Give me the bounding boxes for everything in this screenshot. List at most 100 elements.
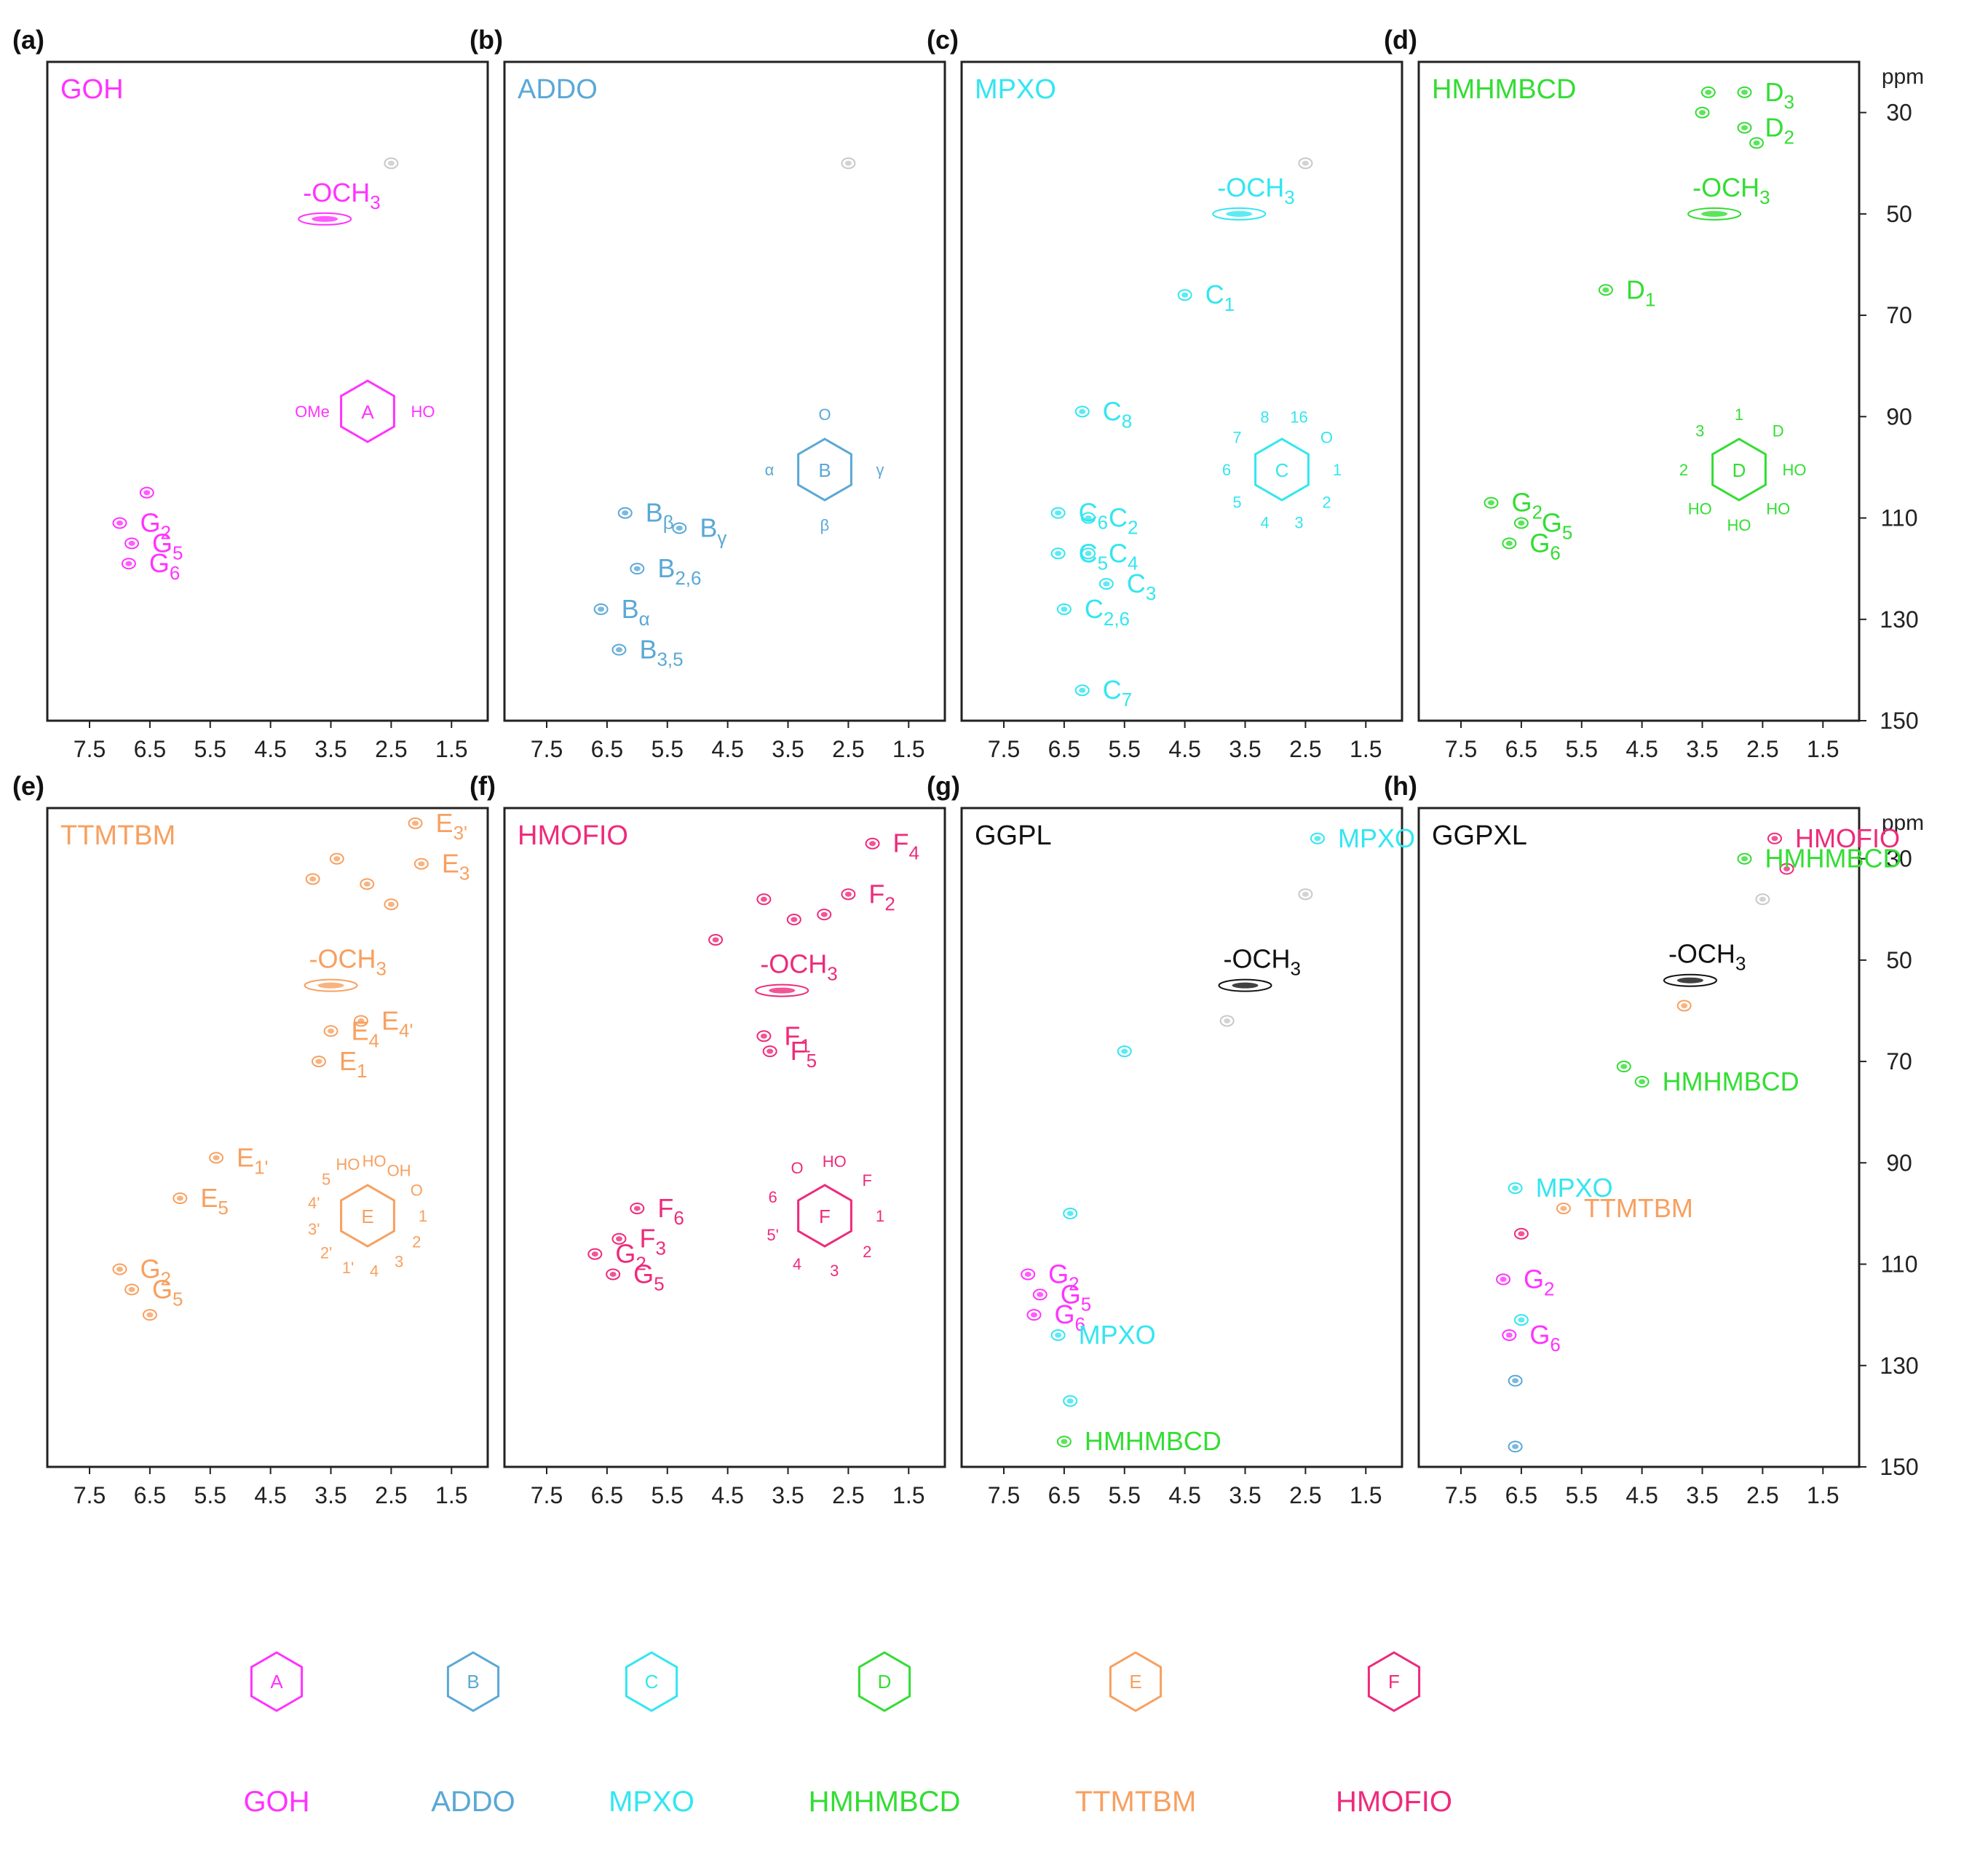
structure-text: 16 [1290, 408, 1307, 427]
peak-label: F3 [639, 1224, 665, 1259]
structure-text: 2 [863, 1243, 871, 1261]
x-tick-label: 6.5 [1048, 1482, 1080, 1508]
panel-frame [1417, 60, 1861, 722]
structure-text: OMe [295, 403, 330, 421]
peak-label: MPXO [1536, 1173, 1613, 1203]
peak-core [1224, 1018, 1231, 1024]
peak-core [633, 1206, 641, 1211]
x-tick-label: 7.5 [988, 736, 1020, 762]
structure-text: 1 [1735, 405, 1743, 424]
peak-core [791, 917, 798, 922]
peak-contour [304, 978, 358, 992]
peak-label: B3,5 [639, 635, 683, 670]
peak-contour [1508, 1374, 1523, 1387]
structure-text: 4 [1260, 513, 1269, 531]
peak-core [844, 160, 852, 166]
panel-letter: (g) [927, 771, 960, 801]
y-tick-label: 50 [1886, 947, 1912, 973]
x-tick-label: 4.5 [1168, 736, 1200, 762]
peak-mark [1695, 106, 1710, 119]
structure-drawing: D HO HO HO HO 2 3 1 D [1679, 405, 1807, 534]
peak-core [312, 215, 338, 222]
peak-label: F4 [893, 828, 919, 864]
peak-core [1085, 550, 1092, 556]
peak-label: C2,6 [1085, 594, 1130, 630]
x-tick-label: 1.5 [892, 1482, 924, 1508]
x-tick-label: 1.5 [892, 736, 924, 762]
x-tick-label: 1.5 [1807, 736, 1839, 762]
peak-core [1314, 836, 1321, 842]
structure-text: HO [1766, 500, 1790, 518]
peak-mark [606, 1268, 621, 1281]
panel-title: HMOFIO [518, 820, 628, 851]
ppm-unit-label: ppm [1882, 65, 1924, 89]
peak-mark [1508, 1441, 1523, 1453]
peak-contour [611, 1232, 627, 1245]
peak-core [769, 987, 796, 994]
peak-label: G2 [140, 508, 170, 544]
peak-core [1066, 1398, 1074, 1404]
x-tick-label: 1.5 [1807, 1482, 1839, 1508]
y-tick-label: 150 [1880, 708, 1918, 734]
peak-contour [756, 1030, 772, 1042]
peak-core [1518, 1317, 1525, 1323]
peak-label: C4 [1109, 538, 1138, 574]
peak-contour [1749, 137, 1765, 149]
peak-contour [587, 1248, 603, 1260]
structure-text: 4 [793, 1255, 801, 1273]
peak-contour [1050, 1329, 1066, 1341]
structure-text: 3 [830, 1262, 839, 1280]
peak-core [1055, 510, 1062, 516]
peak-contour [841, 157, 856, 170]
x-tick-label: 7.5 [74, 1482, 106, 1508]
peak-core [1066, 1211, 1074, 1216]
panel-letter: (d) [1384, 25, 1417, 55]
peak-mark [1310, 832, 1325, 844]
peak-core [309, 876, 317, 882]
structure-text: 3 [395, 1253, 403, 1271]
panel-title: GGPXL [1432, 820, 1527, 851]
peak-label: E4' [381, 1005, 413, 1041]
peak-label: HMHMBCD [1663, 1066, 1799, 1096]
peak-mark [408, 817, 423, 829]
peak-contour [1050, 547, 1066, 560]
peak-label: TTMTBM [1584, 1193, 1693, 1223]
peak-label: G6 [1529, 1320, 1560, 1356]
peak-mark [1767, 832, 1782, 844]
peak-core [1079, 687, 1086, 693]
x-tick-label: 1.5 [435, 736, 467, 762]
peak-contour [1496, 1273, 1511, 1286]
peak-contour [311, 1056, 326, 1068]
panel-frame [46, 60, 489, 722]
peak-core [1741, 125, 1749, 130]
peak-core [176, 1195, 183, 1201]
peak-mark [1219, 1015, 1235, 1027]
peak-mark [384, 157, 399, 170]
peak-contour [593, 603, 609, 615]
peak-label: G2 [140, 1254, 170, 1290]
peak-contour [817, 909, 832, 921]
peak-contour [617, 507, 633, 519]
peak-mark [841, 888, 856, 901]
ppm-unit-label: ppm [1882, 811, 1924, 835]
peak-contour [1056, 1436, 1072, 1448]
x-tick-label: 2.5 [832, 1482, 864, 1508]
ring-label: C [1275, 459, 1289, 481]
peak-core [1055, 1332, 1062, 1338]
x-tick-label: 3.5 [1229, 736, 1261, 762]
peak-core [1701, 210, 1728, 217]
peak-core [1783, 866, 1791, 872]
structure-text: 3 [1695, 422, 1704, 440]
peak-label: D1 [1626, 274, 1655, 310]
peak-mark [1081, 547, 1096, 560]
peak-label: E3' [436, 808, 467, 844]
x-tick-label: 7.5 [531, 736, 563, 762]
peak-mark [1749, 137, 1765, 149]
peak-core [1030, 1312, 1037, 1318]
legend-item: B ADDO [431, 1651, 515, 1818]
peak-label: -OCH3 [309, 944, 387, 980]
peak-contour [1298, 157, 1313, 170]
